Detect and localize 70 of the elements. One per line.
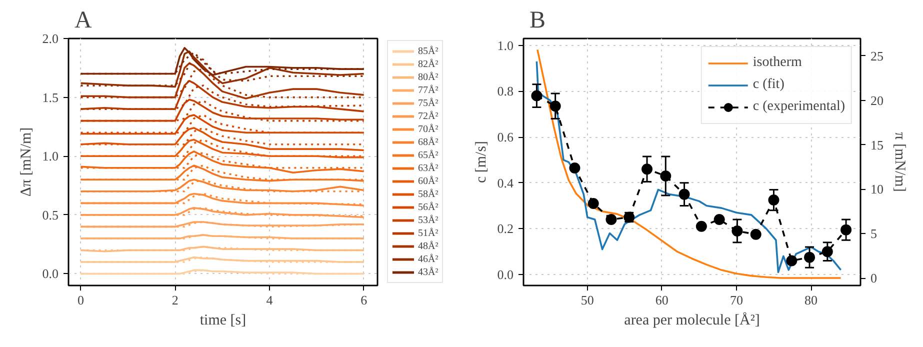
legend-label: 60Å² <box>418 175 438 187</box>
point <box>840 224 852 236</box>
point <box>642 164 653 175</box>
x-tick-label: 4 <box>266 292 274 308</box>
point <box>606 214 617 225</box>
y-tick-label: 1.5 <box>42 90 58 105</box>
legend-label: 46Å² <box>418 253 438 265</box>
legend-label: 77Å² <box>418 84 438 96</box>
point <box>786 255 798 266</box>
y-tick-label: 0.5 <box>42 207 58 222</box>
y2-tick-label: 25 <box>870 48 884 64</box>
x-tick-label: 2 <box>172 292 178 308</box>
point <box>660 170 672 182</box>
y-tick-label: 1.0 <box>497 38 514 53</box>
y2-tick-label: 10 <box>870 182 884 197</box>
point <box>550 100 561 112</box>
point <box>750 228 762 240</box>
x-axis-title: time [s] <box>200 312 246 328</box>
point <box>714 214 725 225</box>
y2-axis-title: π [mN/m] <box>892 132 908 192</box>
legend-label: 68Å² <box>418 136 438 148</box>
point <box>678 188 690 200</box>
chart-title: A <box>74 8 92 34</box>
y-axis-title: Δπ [mN/m] <box>18 127 34 197</box>
y-tick-label: 0.6 <box>497 130 514 145</box>
legend-label: 85Å² <box>418 45 438 57</box>
legend-label: 80Å² <box>418 71 438 83</box>
x-tick-label: 60 <box>655 292 668 308</box>
y-tick-label: 0.8 <box>497 84 514 99</box>
y-tick-label: 0.0 <box>42 266 58 282</box>
point <box>696 220 707 232</box>
legend-label: 82Å² <box>418 58 438 70</box>
x-tick-label: 50 <box>580 292 594 308</box>
legend-label: c (fit) <box>752 76 784 94</box>
legend-label: 56Å² <box>418 201 438 213</box>
legend-label: c (experimental) <box>752 98 845 116</box>
point <box>569 162 580 174</box>
legend-label: 65Å² <box>418 149 438 161</box>
point <box>531 90 542 102</box>
legend-label: isotherm <box>752 54 802 72</box>
y-axis-title: c [m/s] <box>473 140 490 184</box>
y2-tick-label: 5 <box>870 226 877 242</box>
y2-tick-label: 20 <box>870 92 884 108</box>
legend-label: 53Å² <box>418 214 438 226</box>
x-axis-title: area per molecule [Å²] <box>624 312 760 328</box>
x-tick-label: 6 <box>360 292 368 308</box>
legend-label: 72Å² <box>418 110 438 122</box>
legend-label: 51Å² <box>418 227 438 239</box>
chart-title: B <box>530 8 546 34</box>
x-tick-label: 80 <box>804 292 818 308</box>
point <box>768 194 780 206</box>
y2-tick-label: 15 <box>870 137 884 152</box>
y-tick-label: 0.4 <box>497 175 514 190</box>
y-tick-label: 1.0 <box>42 148 58 164</box>
legend-label: 48Å² <box>418 240 438 252</box>
legend-label: 63Å² <box>418 162 438 174</box>
y-tick-label: 0.0 <box>497 267 514 282</box>
point <box>804 252 816 263</box>
y2-tick-label: 0 <box>870 270 877 286</box>
legend-label: 58Å² <box>418 188 438 200</box>
point <box>732 225 743 236</box>
legend-label: 43Å² <box>418 266 438 278</box>
legend-label: 70Å² <box>418 123 438 135</box>
point <box>588 198 599 209</box>
legend-label: 75Å² <box>418 97 438 109</box>
y-tick-label: 2.0 <box>42 31 58 46</box>
point <box>822 246 833 258</box>
x-tick-label: 70 <box>730 292 743 308</box>
y-tick-label: 0.2 <box>497 221 514 236</box>
x-tick-label: 0 <box>78 292 84 308</box>
